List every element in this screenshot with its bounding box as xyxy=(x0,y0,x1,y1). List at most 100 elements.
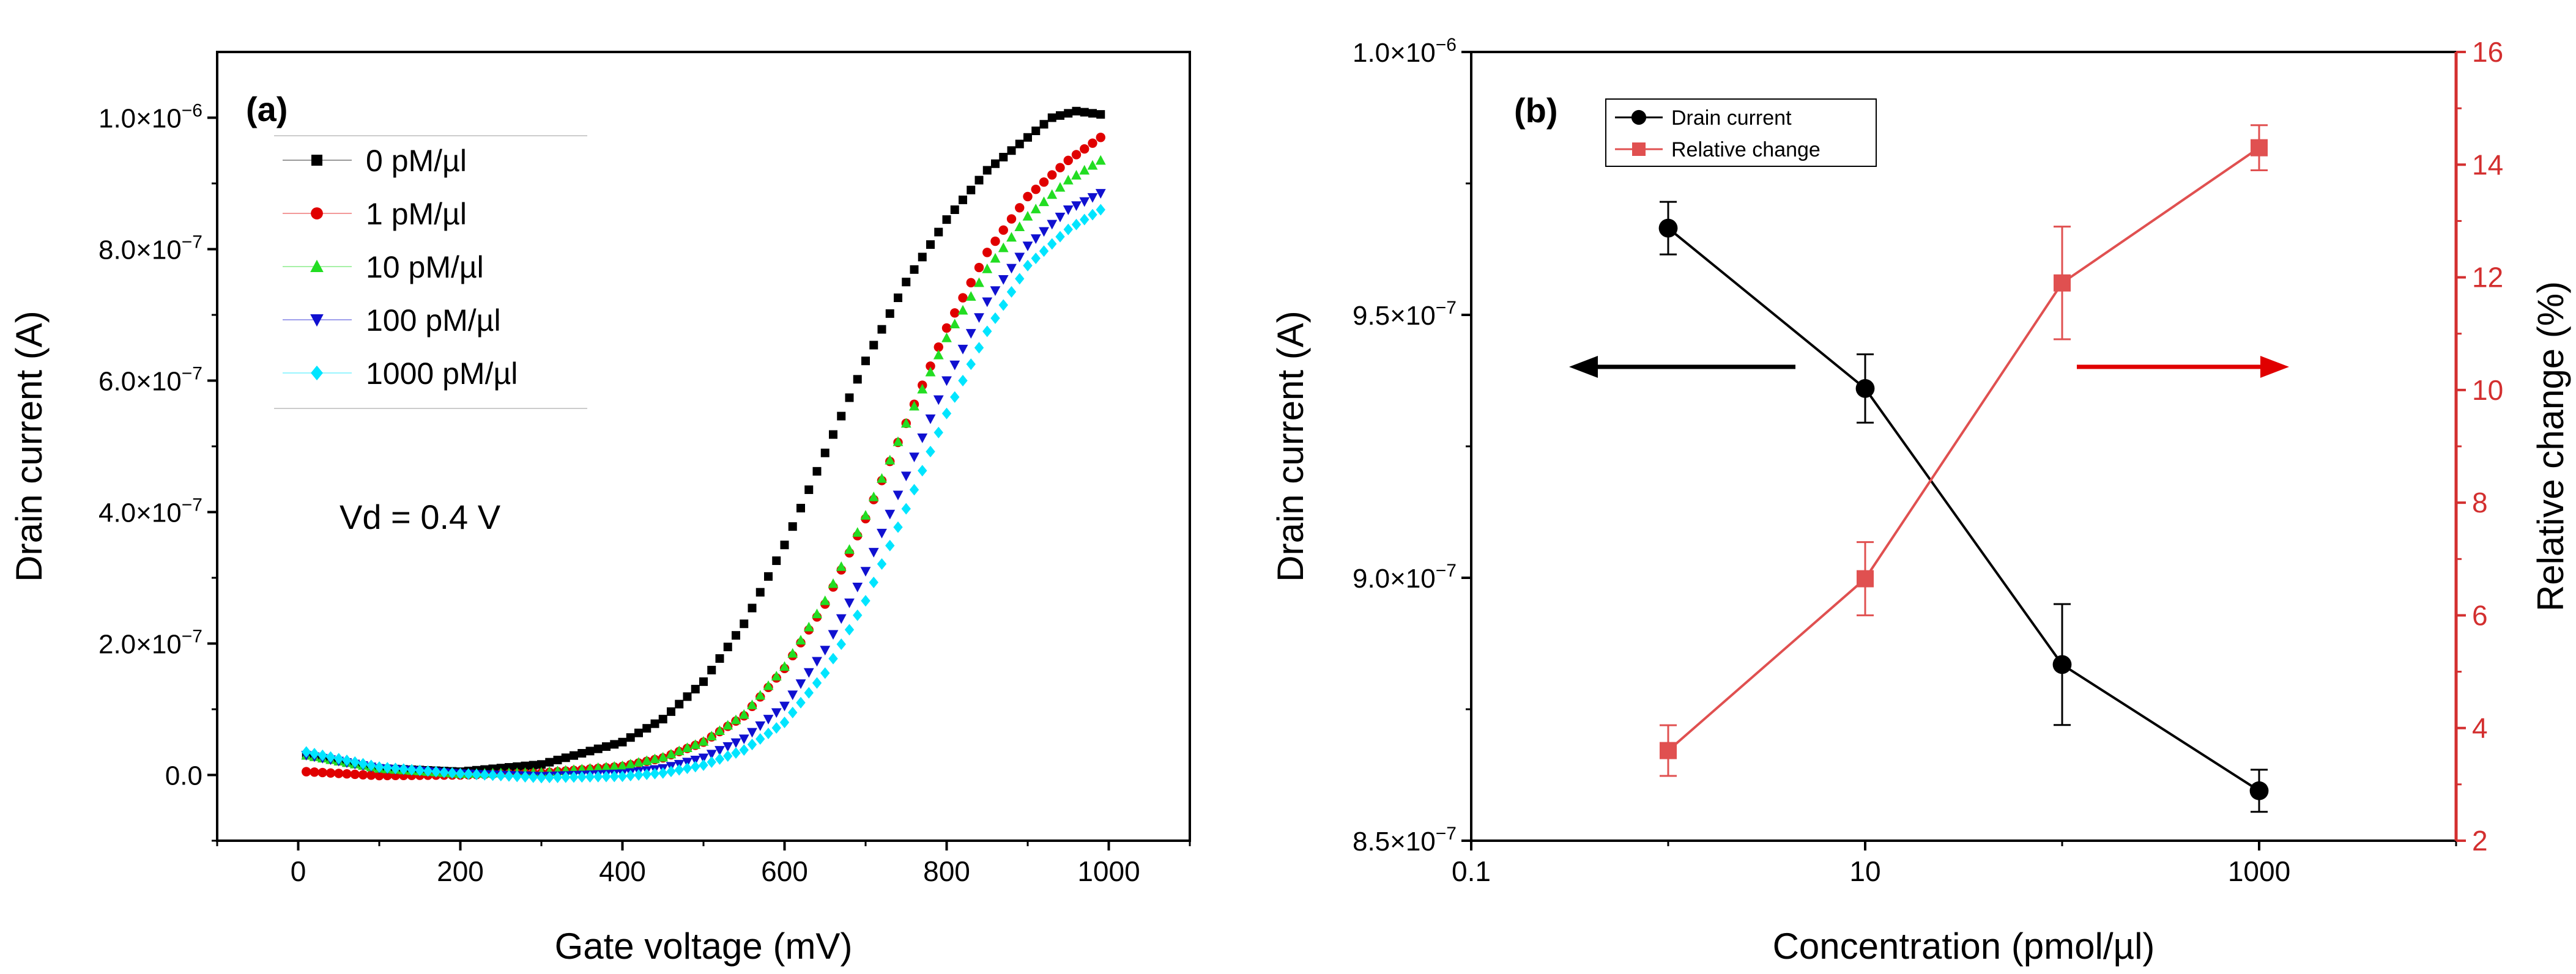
data-point xyxy=(949,360,960,371)
data-point xyxy=(828,652,838,665)
data-point xyxy=(642,724,651,733)
data-point xyxy=(1096,133,1105,142)
data-point xyxy=(966,278,976,288)
data-point xyxy=(974,262,984,273)
data-point xyxy=(455,767,466,780)
data-point xyxy=(625,758,636,769)
data-point xyxy=(901,503,911,515)
data-point xyxy=(302,767,311,777)
data-point xyxy=(715,753,725,765)
data-point xyxy=(787,690,798,701)
data-point xyxy=(934,342,943,352)
legend-label: Drain current xyxy=(1671,106,1792,130)
data-point xyxy=(804,687,814,699)
data-point xyxy=(690,755,701,766)
data-point xyxy=(763,728,773,740)
data-point xyxy=(763,680,774,690)
data-point xyxy=(641,755,652,766)
data-point xyxy=(787,647,798,658)
data-point xyxy=(893,521,903,533)
data-point xyxy=(925,414,936,424)
y-tick-label-left: 8.5×10−7 xyxy=(1353,824,1457,857)
data-point xyxy=(820,448,830,457)
data-point xyxy=(439,766,449,778)
data-point xyxy=(812,677,822,689)
y-tick-label-right: 6 xyxy=(2472,599,2488,631)
data-point xyxy=(722,742,733,752)
legend-marker xyxy=(311,155,322,166)
data-marks-b xyxy=(1658,124,2269,813)
legend-label: Relative change xyxy=(1671,138,1821,161)
legend-label: 10 pM/µl xyxy=(366,250,484,284)
data-point xyxy=(715,746,725,756)
data-point xyxy=(1047,220,1058,230)
data-point xyxy=(957,304,968,315)
y-tick-label: 0.0 xyxy=(165,761,202,791)
x-tick-label: 1000 xyxy=(1077,855,1140,887)
data-point xyxy=(926,361,935,371)
data-point xyxy=(325,768,336,778)
data-point xyxy=(545,758,554,767)
y-axis-ticks-left-b: 8.5×10−7 9.0×10−7 9.5×10−7 1.0×10−6 xyxy=(1353,35,1471,857)
data-point xyxy=(868,492,879,501)
data-point xyxy=(666,748,677,759)
data-point xyxy=(1095,155,1106,165)
data-point xyxy=(1006,232,1017,242)
data-point xyxy=(472,769,481,781)
data-point xyxy=(1015,203,1025,213)
data-point xyxy=(764,572,773,581)
data-point xyxy=(610,740,619,749)
x-tick-label: 0 xyxy=(291,855,306,887)
data-point xyxy=(982,248,992,257)
data-point xyxy=(796,696,806,709)
data-point xyxy=(828,578,839,588)
data-point xyxy=(926,446,935,458)
data-point xyxy=(658,715,667,724)
data-point xyxy=(860,510,871,520)
data-point xyxy=(796,504,805,513)
legend-marker xyxy=(1632,142,1646,156)
plot-frame-a xyxy=(216,51,1191,842)
data-point xyxy=(1006,214,1017,224)
data-point xyxy=(512,770,522,783)
data-point xyxy=(601,761,612,772)
data-point xyxy=(358,770,368,780)
data-point xyxy=(1857,570,1874,588)
data-point xyxy=(1055,231,1065,243)
y-axis-title-left-b: Drain current (A) xyxy=(1270,311,1311,581)
data-point xyxy=(974,277,984,287)
data-point xyxy=(585,763,595,773)
data-point xyxy=(496,770,506,782)
data-point xyxy=(974,342,984,354)
data-point xyxy=(902,278,911,287)
data-point xyxy=(990,312,1000,324)
data-point xyxy=(537,760,546,769)
data-point xyxy=(1087,193,1098,203)
data-point xyxy=(1071,201,1082,212)
data-point xyxy=(1080,144,1089,154)
data-point xyxy=(577,771,587,783)
data-point xyxy=(334,753,344,765)
data-point xyxy=(950,391,960,403)
data-point xyxy=(941,407,952,419)
data-point xyxy=(852,583,863,592)
data-point xyxy=(998,275,1009,285)
data-point xyxy=(520,771,530,783)
data-point xyxy=(934,227,943,237)
data-point xyxy=(650,767,660,780)
series-line xyxy=(1667,227,2260,792)
data-point xyxy=(1063,155,1073,166)
data-point xyxy=(1071,150,1082,160)
data-point xyxy=(900,418,911,428)
data-point xyxy=(553,755,562,764)
data-point xyxy=(382,762,392,774)
data-point xyxy=(910,265,919,274)
data-point xyxy=(957,344,968,355)
y-tick-label-right: 10 xyxy=(2472,374,2503,406)
data-point xyxy=(423,765,433,777)
data-point xyxy=(366,759,376,772)
legend-item: Drain current xyxy=(1615,106,1792,130)
data-point xyxy=(747,728,757,738)
data-point xyxy=(325,751,336,763)
data-point xyxy=(585,747,595,756)
